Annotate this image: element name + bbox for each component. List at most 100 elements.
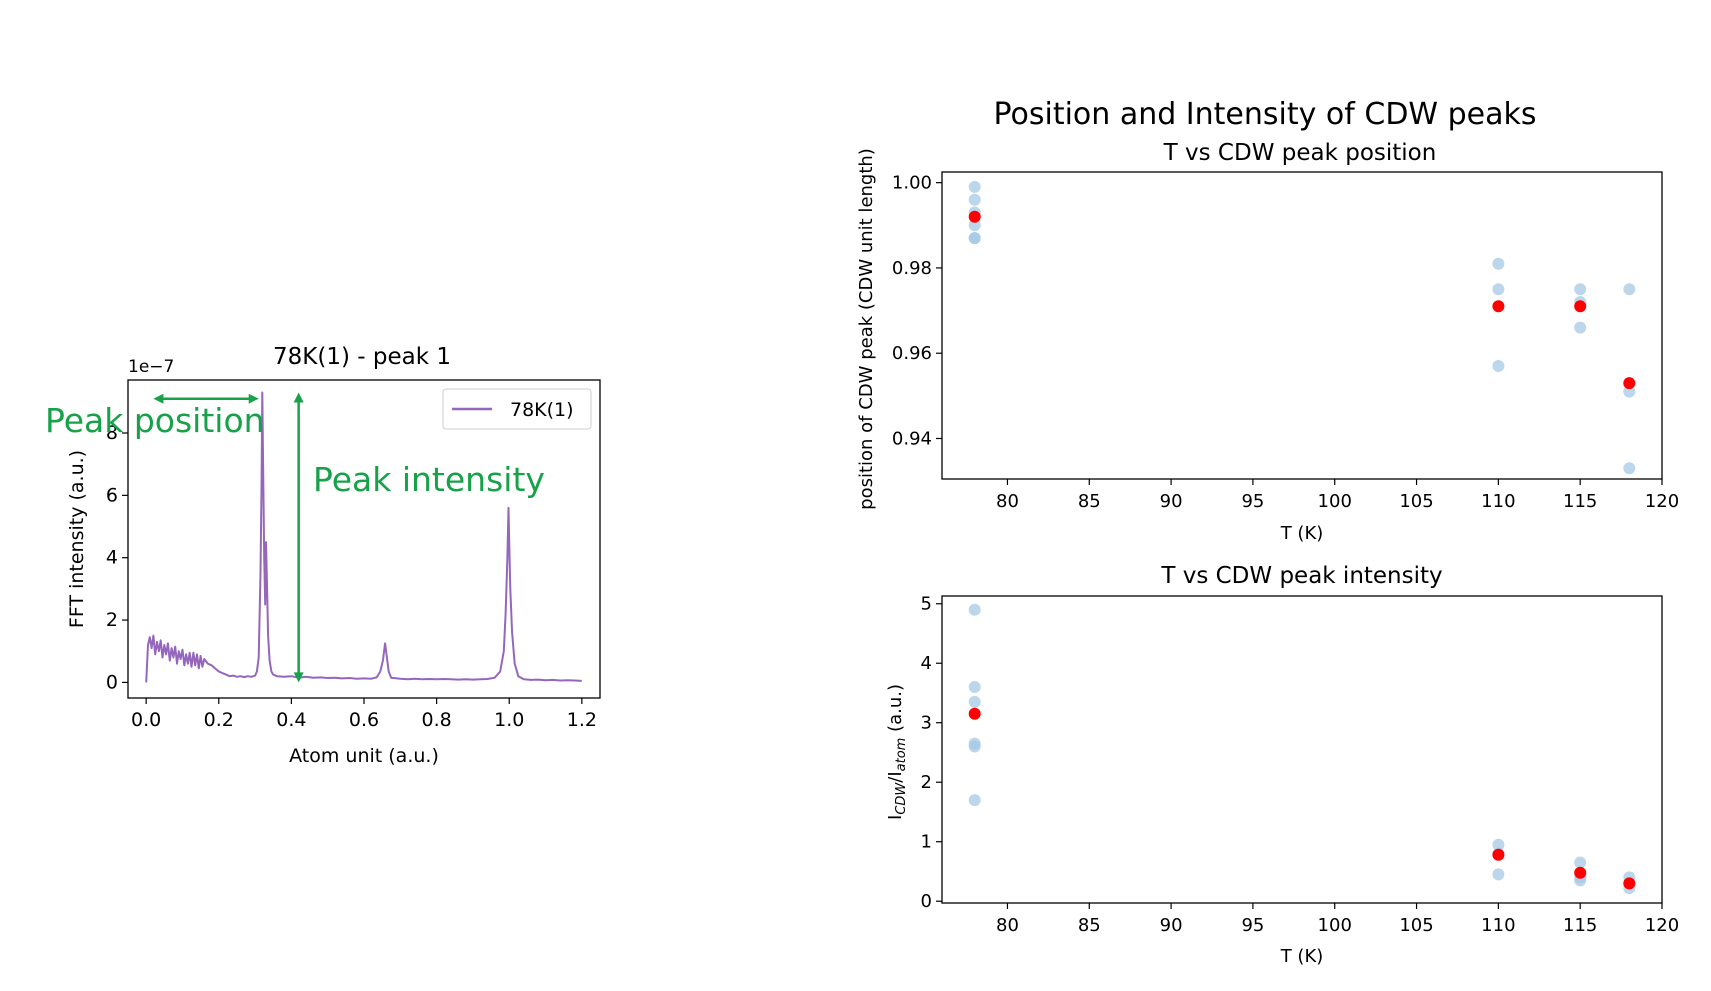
intensity-mean-point bbox=[1492, 848, 1505, 861]
intensity-y-label-unit: (a.u.) bbox=[885, 684, 906, 738]
position-sample-point bbox=[1492, 257, 1505, 270]
peak-position-arrowhead-right bbox=[248, 393, 259, 404]
intensity-x-tick-label: 110 bbox=[1481, 915, 1515, 936]
fft-x-axis-label: Atom unit (a.u.) bbox=[289, 745, 439, 767]
position-y-axis-label: position of CDW peak (CDW unit length) bbox=[856, 148, 877, 510]
position-x-tick-label: 80 bbox=[996, 491, 1019, 512]
position-y-tick-label: 0.94 bbox=[892, 428, 932, 449]
fft-x-tick-label: 0.0 bbox=[131, 709, 161, 731]
intensity-y-tick-label: 4 bbox=[921, 653, 932, 674]
intensity-x-tick-label: 90 bbox=[1160, 915, 1183, 936]
intensity-sample-point bbox=[968, 794, 981, 807]
fft-plot-frame bbox=[127, 379, 601, 699]
position-x-tick-label: 110 bbox=[1481, 491, 1515, 512]
intensity-x-tick-label: 85 bbox=[1078, 915, 1101, 936]
position-x-tick-label: 95 bbox=[1241, 491, 1264, 512]
position-points bbox=[968, 180, 1636, 475]
position-y-tick-label: 1.00 bbox=[892, 173, 932, 194]
position-sample-point bbox=[1623, 462, 1636, 475]
position-sample-point bbox=[1492, 360, 1505, 372]
position-x-tick-label: 90 bbox=[1160, 491, 1183, 512]
peak-intensity-annotation: Peak intensity bbox=[313, 460, 545, 499]
position-sample-point bbox=[968, 232, 981, 245]
fft-ticks: 0.0 0.2 0.4 0.6 0.8 1.0 1.2 0 2 4 6 8 bbox=[106, 422, 597, 731]
intensity-y-tick-label: 5 bbox=[921, 594, 932, 615]
position-x-tick-label: 100 bbox=[1318, 491, 1352, 512]
position-x-tick-label: 105 bbox=[1399, 491, 1433, 512]
intensity-sample-point bbox=[968, 603, 981, 616]
position-x-tick-label: 115 bbox=[1563, 491, 1597, 512]
intensity-mean-point bbox=[1623, 877, 1636, 890]
intensity-mean-point bbox=[1574, 866, 1587, 879]
intensity-y-tick-label: 0 bbox=[921, 891, 932, 912]
intensity-sample-point bbox=[968, 695, 981, 708]
peak-intensity-arrowhead-bottom bbox=[293, 672, 304, 683]
position-x-tick-label: 85 bbox=[1078, 491, 1101, 512]
fft-y-tick-label: 8 bbox=[106, 422, 118, 444]
position-sample-point bbox=[1623, 283, 1636, 296]
fft-legend-label: 78K(1) bbox=[510, 399, 574, 421]
intensity-x-tick-label: 100 bbox=[1318, 915, 1352, 936]
intensity-y-label-slash-i: /I bbox=[885, 771, 906, 782]
position-mean-point bbox=[1492, 300, 1505, 313]
intensity-sample-point bbox=[1492, 868, 1505, 881]
intensity-sample-point bbox=[1492, 838, 1505, 851]
position-y-tick-label: 0.98 bbox=[892, 258, 932, 279]
position-sample-point bbox=[1492, 283, 1505, 296]
fft-line-group bbox=[145, 391, 582, 683]
intensity-y-label-sub-cdw: CDW bbox=[894, 782, 909, 815]
fft-x-tick-label: 0.6 bbox=[349, 709, 379, 731]
fft-x-tick-label: 0.8 bbox=[422, 709, 452, 731]
position-sample-point bbox=[1623, 385, 1636, 398]
position-chart: T vs CDW peak position 80 85 90 95 100 105 110… bbox=[856, 140, 1679, 544]
fft-series-line bbox=[145, 391, 582, 683]
position-mean-point bbox=[1623, 377, 1636, 390]
intensity-sample-point bbox=[968, 681, 981, 693]
position-ticks: 80 85 90 95 100 105 110 115 120 0.94 0.96 0.98 1.00 bbox=[892, 173, 1679, 512]
intensity-x-tick-label: 80 bbox=[996, 915, 1019, 936]
peak-position-arrowhead-left bbox=[153, 393, 164, 404]
position-sample-point bbox=[968, 180, 981, 193]
position-sample-point bbox=[968, 219, 981, 232]
intensity-chart: T vs CDW peak intensity 80 85 90 95 100 1 0 5 11… bbox=[885, 563, 1679, 967]
intensity-y-tick-label: 1 bbox=[921, 832, 932, 853]
position-x-axis-label: T (K) bbox=[1280, 523, 1324, 544]
intensity-plot-frame bbox=[941, 595, 1663, 904]
position-plot-frame bbox=[941, 171, 1663, 480]
intensity-y-tick-label: 3 bbox=[921, 713, 932, 734]
fft-y-tick-label: 2 bbox=[106, 609, 118, 631]
fft-x-tick-label: 0.4 bbox=[276, 709, 306, 731]
intensity-y-axis-label: ICDW/Iatom (a.u.) bbox=[885, 684, 909, 820]
fft-x-tick-label: 0.2 bbox=[204, 709, 234, 731]
intensity-chart-title: T vs CDW peak intensity bbox=[1160, 563, 1442, 589]
peak-intensity-arrowhead-top bbox=[293, 392, 304, 403]
position-y-tick-label: 0.96 bbox=[892, 343, 932, 364]
position-mean-point bbox=[968, 210, 981, 223]
fft-y-tick-label: 4 bbox=[106, 547, 118, 569]
peak-position-annotation: Peak position bbox=[45, 401, 265, 440]
intensity-x-tick-label: 115 bbox=[1563, 915, 1597, 936]
fft-chart-title: 78K(1) - peak 1 bbox=[273, 344, 451, 370]
fft-y-tick-label: 0 bbox=[106, 671, 118, 693]
fft-legend-box bbox=[442, 388, 592, 430]
fft-legend: 78K(1) bbox=[442, 388, 592, 430]
intensity-sample-point bbox=[1574, 856, 1587, 869]
fft-y-axis-label: FFT intensity (a.u.) bbox=[66, 450, 88, 628]
position-chart-title: T vs CDW peak position bbox=[1163, 140, 1437, 166]
fft-annotations bbox=[153, 392, 304, 683]
intensity-mean-point bbox=[968, 707, 981, 720]
position-sample-point bbox=[968, 193, 981, 206]
fft-offset-label: 1e−7 bbox=[128, 357, 174, 377]
fft-x-tick-label: 1.2 bbox=[567, 709, 597, 731]
position-sample-point bbox=[1574, 321, 1587, 334]
intensity-x-tick-label: 95 bbox=[1241, 915, 1264, 936]
fft-x-tick-label: 1.0 bbox=[494, 709, 524, 731]
position-x-tick-label: 120 bbox=[1645, 491, 1679, 512]
fft-chart: 78K(1) - peak 1 1e−7 0.0 0.2 0.4 0.6 0.8 1.0 1… bbox=[45, 344, 601, 767]
intensity-x-tick-label: 120 bbox=[1645, 915, 1679, 936]
intensity-x-axis-label: T (K) bbox=[1280, 946, 1324, 967]
fft-y-tick-label: 6 bbox=[106, 484, 118, 506]
intensity-points bbox=[968, 603, 1636, 895]
